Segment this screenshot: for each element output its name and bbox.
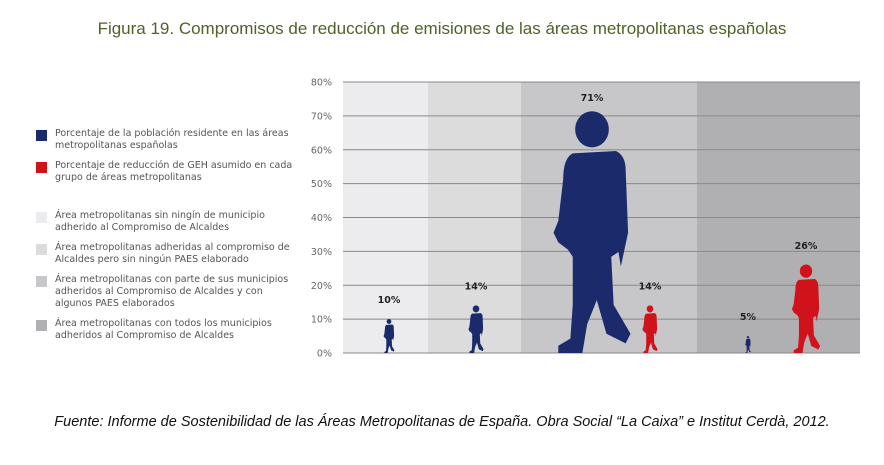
- legend-swatch: [36, 244, 47, 255]
- legend-swatch: [36, 162, 47, 173]
- legend-label: Porcentaje de reducción de GEH asumido e…: [55, 160, 293, 183]
- y-tick-label: 60%: [311, 145, 332, 156]
- legend-label: Área metropolitanas con parte de sus mun…: [55, 274, 289, 309]
- legend-label: Porcentaje de la población residente en …: [55, 128, 289, 151]
- legend-item-group-3: Área metropolitanas con parte de sus mun…: [33, 274, 303, 310]
- figure-title: Figura 19. Compromisos de reducción de e…: [97, 19, 787, 38]
- person-reduction-icon: [642, 313, 658, 354]
- person-head: [575, 111, 609, 148]
- source-note: Fuente: Informe de Sostenibilidad de las…: [54, 414, 830, 430]
- y-tick-label: 50%: [311, 179, 332, 190]
- legend-label: Área metropolitanas sin ningín de munici…: [55, 210, 265, 233]
- person-head: [472, 305, 480, 313]
- data-label: 14%: [465, 282, 488, 293]
- data-label: 26%: [795, 241, 818, 252]
- data-label: 71%: [581, 93, 604, 104]
- person-reduction-icon: [791, 279, 821, 353]
- person-head: [386, 318, 392, 325]
- legend-swatch: [36, 130, 47, 141]
- y-tick-label: 70%: [311, 111, 332, 122]
- legend-swatch: [36, 276, 47, 287]
- data-label: 14%: [639, 282, 662, 293]
- legend-item-reduction: Porcentaje de reducción de GEH asumido e…: [33, 160, 303, 184]
- person-head: [746, 335, 750, 339]
- person-head: [799, 264, 813, 278]
- person-population-icon: [468, 313, 484, 354]
- legend-item-group-1: Área metropolitanas sin ningín de munici…: [33, 210, 303, 234]
- legend-item-group-2: Área metropolitanas adheridas al comprom…: [33, 242, 303, 266]
- legend-item-group-4: Área metropolitanas con todos los munici…: [33, 318, 303, 342]
- data-label: 5%: [740, 312, 757, 323]
- data-label: 10%: [378, 295, 401, 306]
- person-head: [646, 305, 654, 313]
- legend-label: Área metropolitanas con todos los munici…: [55, 318, 272, 341]
- y-tick-label: 20%: [311, 281, 332, 292]
- person-population-icon: [553, 150, 631, 353]
- legend-swatch: [36, 212, 47, 223]
- y-tick-label: 80%: [311, 78, 332, 89]
- legend: Porcentaje de la población residente en …: [33, 128, 303, 350]
- y-tick-label: 0%: [317, 349, 332, 360]
- legend-swatch: [36, 320, 47, 331]
- y-tick-label: 40%: [311, 213, 332, 224]
- person-population-icon: [745, 338, 751, 353]
- legend-item-population: Porcentaje de la población residente en …: [33, 128, 303, 152]
- legend-label: Área metropolitanas adheridas al comprom…: [55, 242, 290, 265]
- y-tick-label: 30%: [311, 247, 332, 258]
- y-tick-label: 10%: [311, 315, 332, 326]
